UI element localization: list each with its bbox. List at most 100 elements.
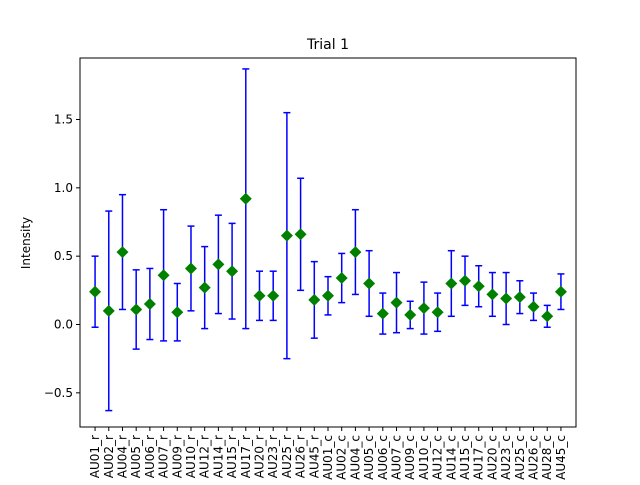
data-marks (89, 68, 567, 412)
x-tick-label: AU20_r (252, 435, 266, 478)
data-point (417, 281, 430, 335)
x-tick-label: AU09_c (403, 435, 417, 480)
diamond-marker (294, 228, 307, 241)
data-point (322, 275, 334, 316)
data-point (157, 208, 170, 342)
data-point (102, 210, 115, 412)
data-point (253, 270, 266, 322)
data-point (554, 273, 567, 311)
diamond-marker (157, 269, 170, 282)
y-tick-label: 0.0 (54, 318, 73, 332)
x-tick-label: AU04_r (115, 435, 129, 478)
x-tick-label: AU15_r (225, 435, 239, 478)
x-tick-label: AU25_c (513, 435, 527, 480)
diamond-marker (554, 285, 567, 298)
data-point (294, 177, 307, 292)
x-tick-label: AU26_r (294, 435, 308, 478)
data-point (267, 270, 280, 322)
x-tick-label: AU10_c (417, 435, 431, 480)
x-tick-label: AU01_r (88, 435, 102, 478)
y-tick-label: −0.5 (44, 386, 73, 400)
data-point (390, 271, 403, 334)
x-tick-label: AU45_c (554, 435, 568, 480)
diamond-marker (459, 274, 472, 287)
data-point (349, 208, 362, 296)
diamond-marker (513, 291, 526, 304)
data-point (376, 292, 389, 335)
y-tick-label: 1.5 (54, 113, 73, 127)
x-tick-label: AU28_c (540, 435, 554, 480)
x-tick-label: AU05_c (362, 435, 376, 480)
diamond-marker (541, 310, 554, 323)
diamond-marker (198, 281, 211, 294)
x-tick-label: AU02_c (335, 435, 349, 480)
diamond-marker (212, 258, 225, 271)
diamond-marker (486, 288, 499, 301)
data-point (89, 255, 102, 328)
y-axis-label: Intensity (19, 217, 33, 269)
axis-ticks: −0.5 0.0 0.5 1.0 1.5 AU01_r AU02_r AU04_r AU05_r… (44, 113, 568, 480)
x-tick-label: AU14_r (211, 435, 225, 478)
data-point (308, 260, 321, 339)
diamond-marker (171, 306, 184, 319)
x-tick-label: AU10_r (184, 435, 198, 478)
diamond-marker (417, 302, 430, 315)
x-tick-label: AU06_r (143, 435, 157, 478)
diamond-marker (308, 293, 321, 306)
x-tick-label: AU15_c (458, 435, 472, 480)
data-point (171, 282, 184, 342)
data-point (445, 249, 458, 318)
data-point (226, 222, 239, 320)
diamond-marker (349, 246, 362, 259)
x-tick-label: AU02_r (102, 435, 116, 478)
x-tick-label: AU12_c (431, 435, 445, 480)
x-tick-label: AU23_c (499, 435, 513, 480)
y-tick-label: 1.0 (54, 181, 73, 195)
diamond-marker (445, 277, 458, 290)
x-tick-label: AU23_r (266, 435, 280, 478)
x-tick-label: AU45_r (307, 435, 321, 478)
data-point (130, 269, 143, 350)
diamond-marker (322, 289, 334, 302)
diamond-marker (116, 246, 129, 259)
diamond-marker (143, 298, 156, 310)
data-point (527, 292, 540, 322)
data-point (335, 252, 348, 304)
x-tick-label: AU05_r (129, 435, 143, 478)
x-tick-label: AU06_c (376, 435, 390, 480)
data-point (198, 245, 211, 330)
diamond-marker (500, 292, 513, 305)
diamond-marker (239, 192, 252, 205)
diamond-marker (335, 272, 348, 285)
data-point (143, 267, 156, 341)
plot-area (80, 58, 576, 427)
diamond-marker (102, 304, 115, 317)
x-tick-label: AU17_r (239, 435, 253, 478)
data-point (459, 255, 472, 307)
diamond-marker (472, 280, 485, 293)
x-tick-label: AU01_c (321, 435, 335, 480)
x-tick-label: AU04_c (348, 435, 362, 480)
diamond-marker (280, 229, 293, 242)
x-tick-label: AU25_r (280, 435, 294, 478)
diamond-marker (226, 265, 239, 278)
diamond-marker (390, 296, 403, 309)
data-point (239, 68, 252, 330)
x-tick-label: AU09_r (170, 435, 184, 478)
diamond-marker (267, 289, 280, 302)
data-point (513, 280, 526, 315)
diamond-marker (130, 303, 143, 316)
diamond-marker (431, 306, 444, 319)
data-point (363, 249, 376, 318)
axes-frame (79, 57, 577, 428)
data-point (116, 193, 129, 311)
diamond-marker (89, 285, 102, 298)
x-tick-label: AU07_c (390, 435, 404, 480)
diamond-marker (363, 277, 376, 290)
diamond-marker (527, 300, 540, 313)
data-point (404, 300, 417, 330)
data-point (431, 292, 444, 333)
data-point (280, 111, 293, 360)
diamond-marker (376, 307, 389, 320)
